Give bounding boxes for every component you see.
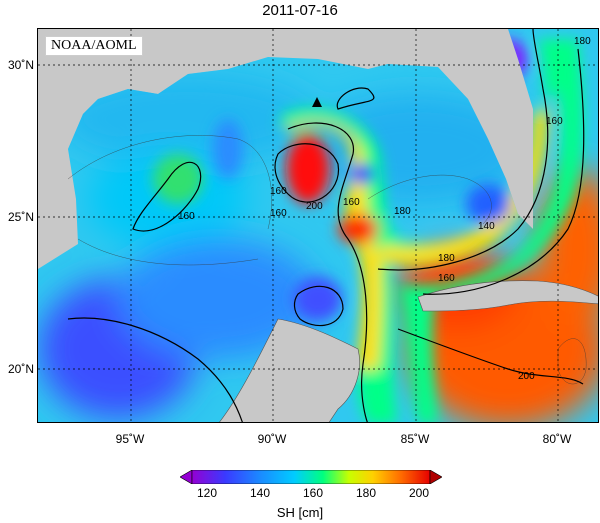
contour-label: 180	[394, 206, 411, 217]
yucatan	[219, 318, 360, 422]
contour-label: 160	[546, 116, 563, 127]
contour-label: 160	[178, 211, 195, 222]
colorbar-tick: 180	[355, 486, 377, 500]
colorbar-left-arrow	[180, 470, 193, 484]
colorbar-tick: 200	[408, 486, 430, 500]
thin-contours	[67, 135, 587, 385]
triangle-marker	[312, 97, 322, 107]
lon-label: 90˚W	[257, 432, 287, 446]
lon-label: 80˚W	[542, 432, 572, 446]
cuba	[417, 280, 598, 312]
lat-label: 25˚N	[7, 210, 34, 224]
colorbar-label: SH [cm]	[276, 505, 324, 520]
contour-label: 160	[438, 273, 455, 284]
colorbar-tick: 120	[196, 486, 218, 500]
colorbar	[180, 470, 442, 484]
contour-label: 160	[270, 208, 287, 219]
contour-label: 180	[574, 36, 591, 47]
contour-label: 160	[343, 197, 360, 208]
contour-label: 200	[518, 371, 535, 382]
graticule	[38, 29, 598, 422]
map-title: 2011-07-16	[262, 2, 338, 19]
land	[219, 280, 598, 422]
credit-label: NOAA/AOML	[45, 36, 143, 56]
contour-label: 140	[478, 221, 495, 232]
contour-label: 180	[438, 253, 455, 264]
map-svg: 160 160 160 200 160 180 180 140 160 180 …	[38, 29, 598, 422]
contour-label: 200	[306, 201, 323, 212]
colorbar-tick: 160	[302, 486, 324, 500]
colorbar-tick: 140	[249, 486, 271, 500]
lon-label: 95˚W	[115, 432, 145, 446]
colorbar-right-arrow	[429, 470, 442, 484]
lat-label: 30˚N	[7, 58, 34, 72]
contour-label: 160	[270, 186, 287, 197]
sea-height-map: 160 160 160 200 160 180 180 140 160 180 …	[37, 28, 599, 423]
lon-label: 85˚W	[400, 432, 430, 446]
lat-label: 20˚N	[7, 362, 34, 376]
contour-lines	[67, 29, 585, 422]
contour-value-labels: 160 160 160 200 160 180 180 140 160 180 …	[178, 36, 591, 382]
